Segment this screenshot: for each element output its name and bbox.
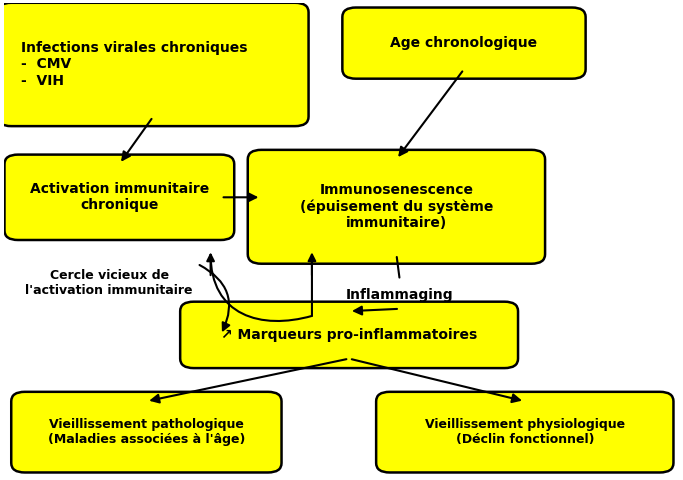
FancyBboxPatch shape [248, 150, 545, 264]
FancyBboxPatch shape [342, 8, 585, 79]
Text: Vieillissement pathologique
(Maladies associées à l'âge): Vieillissement pathologique (Maladies as… [48, 418, 245, 446]
FancyBboxPatch shape [180, 301, 518, 368]
Text: Cercle vicieux de
l'activation immunitaire: Cercle vicieux de l'activation immunitai… [25, 269, 193, 297]
Text: Inflammaging: Inflammaging [346, 288, 454, 301]
Text: ↗ Marqueurs pro-inflammatoires: ↗ Marqueurs pro-inflammatoires [221, 328, 477, 342]
Text: Immunosenescence
(épuisement du système
immunitaire): Immunosenescence (épuisement du système … [300, 183, 493, 230]
Text: Age chronologique: Age chronologique [391, 36, 538, 50]
FancyBboxPatch shape [376, 392, 673, 472]
FancyBboxPatch shape [5, 155, 234, 240]
Text: Infections virales chroniques
-  CMV
-  VIH: Infections virales chroniques - CMV - VI… [21, 41, 248, 88]
Text: Activation immunitaire
chronique: Activation immunitaire chronique [30, 182, 209, 212]
FancyBboxPatch shape [11, 392, 281, 472]
Text: Vieillissement physiologique
(Déclin fonctionnel): Vieillissement physiologique (Déclin fon… [425, 418, 625, 446]
FancyBboxPatch shape [0, 3, 309, 126]
